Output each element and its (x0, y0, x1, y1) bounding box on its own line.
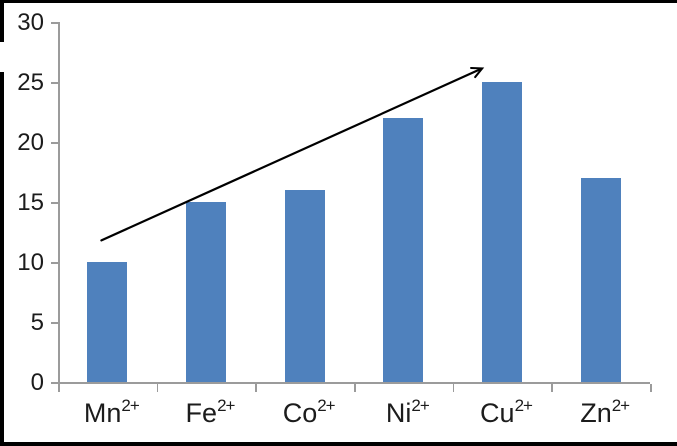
y-axis-tick (51, 142, 58, 144)
y-axis-tick (51, 262, 58, 264)
x-label-base: Zn (580, 398, 612, 428)
x-label-superscript: 2+ (514, 396, 533, 415)
y-tick-label: 15 (17, 189, 44, 216)
x-label-cu: Cu2+ (480, 396, 533, 432)
x-label-superscript: 2+ (121, 396, 139, 415)
frame-border-notch (0, 42, 4, 72)
x-axis-tick (354, 384, 356, 392)
x-axis-tick (58, 384, 60, 392)
y-axis-tick (51, 82, 58, 84)
x-label-co: Co2+ (282, 396, 336, 432)
frame-border-left (0, 0, 4, 446)
x-axis-tick (156, 384, 159, 392)
y-axis-tick (51, 22, 58, 24)
bar-co (284, 190, 325, 382)
x-axis-tick (255, 384, 257, 392)
y-tick-label: 30 (17, 9, 44, 36)
x-axis-tick (650, 384, 652, 392)
y-tick-label: 5 (30, 309, 44, 336)
x-label-fe: Fe2+ (185, 396, 236, 432)
y-tick-label: 0 (30, 369, 44, 396)
x-label-base: Co (282, 398, 318, 428)
y-tick-label: 25 (17, 69, 44, 96)
x-label-superscript: 2+ (411, 396, 429, 415)
x-label-base: Cu (480, 398, 515, 428)
y-tick-label: 10 (17, 249, 44, 276)
x-axis-tick (452, 384, 455, 392)
x-label-ni: Ni2+ (385, 396, 430, 432)
x-label-superscript: 2+ (611, 396, 630, 415)
x-label-mn: Mn2+ (83, 396, 140, 432)
y-tick-label: 20 (17, 129, 44, 156)
frame-border-bottom (0, 442, 677, 446)
y-axis-tick (51, 202, 58, 204)
x-label-base: Fe (185, 398, 218, 428)
bar-fe (186, 202, 226, 382)
x-axis-line (58, 382, 650, 384)
bar-cu (482, 82, 522, 382)
frame-border-top (0, 0, 677, 3)
x-label-zn: Zn2+ (580, 396, 630, 432)
x-label-superscript: 2+ (217, 396, 235, 415)
x-axis-tick (551, 384, 553, 392)
y-axis-tick (51, 322, 58, 324)
x-label-base: Ni (385, 398, 412, 428)
bar-ni (383, 118, 424, 382)
x-label-base: Mn (83, 398, 122, 428)
y-axis-tick (51, 382, 58, 384)
x-label-superscript: 2+ (317, 396, 335, 415)
y-axis-line (58, 22, 60, 384)
bar-mn (87, 262, 128, 382)
bar-zn (580, 178, 621, 382)
